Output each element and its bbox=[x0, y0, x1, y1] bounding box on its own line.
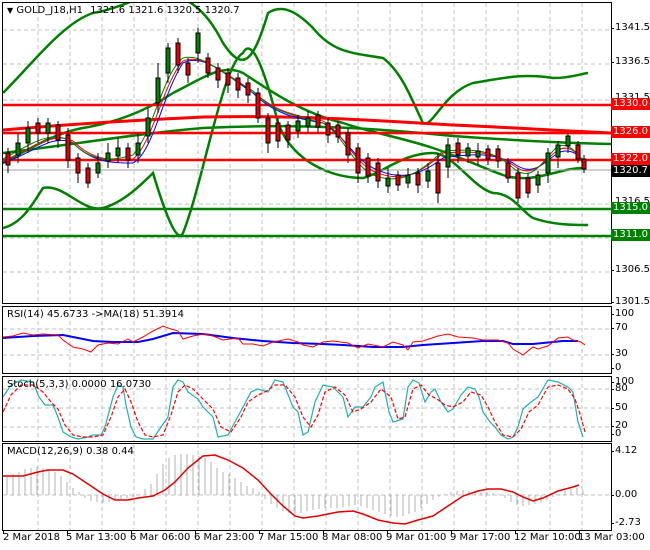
rsi-title: RSI(14) 45.6733 ->MA(18) 51.3914 bbox=[7, 309, 184, 320]
price-tick: 1301.5 bbox=[611, 296, 650, 307]
time-label: 2 Mar 2018 bbox=[3, 532, 61, 543]
chart-header: ▼ GOLD_J18,H1 1321.6 1321.6 1320.5 1320.… bbox=[7, 5, 240, 16]
macd-axis[interactable]: 4.12 0.00 -2.73 bbox=[610, 443, 650, 531]
macd-tick: 0.00 bbox=[610, 489, 638, 500]
ma-fast bbox=[3, 56, 584, 180]
time-label: 6 Mar 23:00 bbox=[194, 532, 255, 543]
level-label-support: 1311.0 bbox=[611, 229, 650, 241]
macd-tick: 4.12 bbox=[610, 445, 638, 456]
stoch-tick: 100 bbox=[610, 376, 635, 387]
stoch-k-line bbox=[3, 379, 584, 440]
level-label-resistance: 1330.0 bbox=[611, 98, 650, 110]
time-label: 8 Mar 08:00 bbox=[322, 532, 383, 543]
stoch-tick: 20 bbox=[611, 420, 628, 431]
ma-mid bbox=[3, 58, 584, 178]
bollinger-bands bbox=[3, 3, 589, 237]
stoch-d-line bbox=[3, 384, 586, 438]
price-tick: 1336.5 bbox=[611, 56, 650, 67]
long-ma-green bbox=[3, 124, 611, 155]
stoch-tick: 80 bbox=[611, 383, 628, 394]
price-chart-pane[interactable]: ▼ GOLD_J18,H1 1321.6 1321.6 1320.5 1320.… bbox=[2, 2, 612, 304]
price-axis[interactable]: 1341.5 1336.5 1331.5 1316.5 1306.5 1301.… bbox=[611, 0, 650, 307]
macd-canvas bbox=[3, 444, 611, 530]
candlesticks bbox=[5, 28, 587, 203]
rsi-tick: 70 bbox=[611, 322, 628, 333]
rsi-tick: 0 bbox=[610, 362, 622, 373]
support-resistance-levels bbox=[3, 103, 611, 238]
time-label: 12 Mar 10:00 bbox=[514, 532, 581, 543]
price-tick: 1341.5 bbox=[611, 22, 650, 33]
rsi-pane[interactable]: RSI(14) 45.6733 ->MA(18) 51.3914 bbox=[2, 306, 612, 374]
grid bbox=[3, 3, 611, 303]
macd-title: MACD(12,26,9) 0.38 0.44 bbox=[7, 446, 134, 457]
level-label-resistance: 1322.0 bbox=[611, 153, 650, 165]
rsi-tick: 100 bbox=[610, 308, 635, 319]
price-chart-canvas bbox=[3, 3, 611, 303]
ohlc-values: 1321.6 1321.6 1320.5 1320.7 bbox=[90, 5, 240, 16]
stoch-tick: 50 bbox=[611, 402, 628, 413]
rsi-axis[interactable]: 100 70 30 0 bbox=[610, 306, 650, 374]
ma-slow bbox=[3, 59, 584, 176]
time-label: 7 Mar 15:00 bbox=[258, 532, 319, 543]
stochastic-axis[interactable]: 100 80 50 20 0 bbox=[610, 376, 650, 442]
time-label: 6 Mar 06:00 bbox=[130, 532, 191, 543]
stochastic-canvas bbox=[3, 377, 611, 441]
time-label: 5 Mar 13:00 bbox=[66, 532, 127, 543]
time-label: 9 Mar 01:00 bbox=[386, 532, 447, 543]
time-label: 9 Mar 17:00 bbox=[450, 532, 511, 543]
current-price-label: 1320.7 bbox=[611, 165, 650, 177]
rsi-tick: 30 bbox=[611, 348, 628, 359]
level-label-resistance: 1326.0 bbox=[611, 126, 650, 138]
time-label: 13 Mar 03:00 bbox=[578, 532, 645, 543]
symbol-timeframe: GOLD_J18,H1 bbox=[16, 5, 83, 16]
rsi-canvas bbox=[3, 307, 611, 373]
level-label-support: 1315.0 bbox=[611, 202, 650, 214]
macd-histogram bbox=[6, 454, 584, 517]
stochastic-title: Stoch(5,3,3) 0.0000 16.0730 bbox=[7, 379, 152, 390]
price-tick: 1306.5 bbox=[611, 264, 650, 275]
triangle-down-icon[interactable]: ▼ bbox=[7, 6, 14, 15]
macd-signal-line bbox=[3, 454, 580, 525]
rsi-line bbox=[3, 325, 586, 356]
stochastic-pane[interactable]: Stoch(5,3,3) 0.0000 16.0730 bbox=[2, 376, 612, 442]
stoch-tick: 0 bbox=[610, 428, 622, 439]
macd-pane[interactable]: MACD(12,26,9) 0.38 0.44 bbox=[2, 443, 612, 531]
long-ma-red bbox=[3, 115, 611, 135]
macd-tick: -2.73 bbox=[611, 517, 641, 528]
